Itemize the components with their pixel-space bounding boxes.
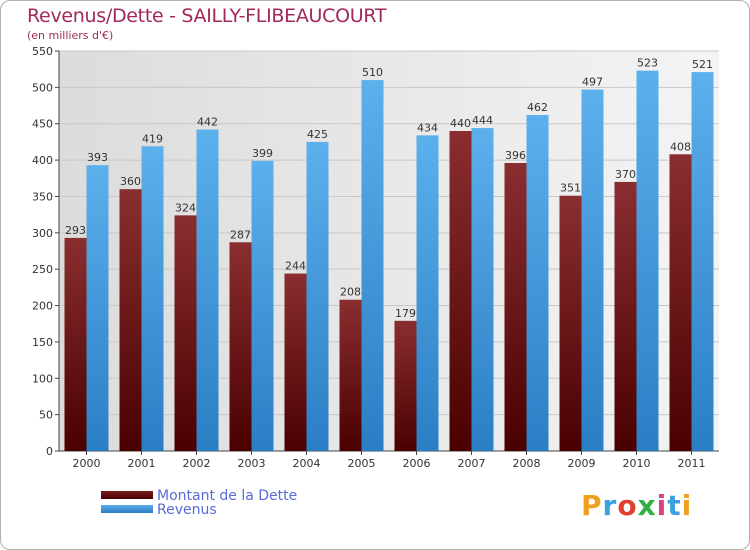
data-label-revenus: 510 [362, 66, 383, 79]
y-tick-label: 100 [32, 372, 53, 385]
data-label-revenus: 419 [142, 132, 163, 145]
data-label-dette: 244 [285, 260, 306, 273]
logo-letter: x [637, 489, 657, 522]
y-tick-label: 350 [32, 190, 53, 203]
bar-dette [614, 181, 637, 451]
bar-dette [394, 320, 417, 451]
data-label-revenus: 497 [582, 76, 603, 89]
data-label-dette: 293 [65, 224, 86, 237]
data-label-revenus: 399 [252, 147, 273, 160]
legend-label-revenus: Revenus [157, 502, 217, 518]
chart-title: Revenus/Dette - SAILLY-FLIBEAUCOURT [27, 5, 387, 27]
data-label-dette: 360 [120, 175, 141, 188]
bar-dette [119, 189, 142, 451]
bar-revenus [306, 141, 329, 451]
data-label-revenus: 521 [692, 58, 713, 71]
bar-revenus [691, 72, 714, 451]
bar-revenus [526, 115, 549, 451]
bar-revenus [196, 129, 219, 451]
x-tick-label: 2005 [348, 457, 376, 470]
bar-dette [174, 215, 197, 451]
x-tick-label: 2008 [513, 457, 541, 470]
data-label-dette: 396 [505, 149, 526, 162]
grid-lines [59, 50, 719, 452]
bars [64, 70, 714, 452]
bar-revenus [141, 146, 164, 452]
bar-revenus [251, 160, 274, 451]
logo-letter: r [602, 489, 618, 522]
x-tick-label: 2002 [183, 457, 211, 470]
bar-dette [669, 154, 692, 452]
bar-revenus [636, 70, 659, 452]
data-label-revenus: 444 [472, 114, 493, 127]
y-tick-label: 50 [39, 409, 53, 422]
legend-swatch-revenus [101, 505, 153, 513]
data-label-revenus: 393 [87, 151, 108, 164]
y-tick-label: 300 [32, 227, 53, 240]
y-tick-label: 450 [32, 118, 53, 131]
bar-revenus [361, 80, 384, 451]
bar-dette [559, 195, 582, 451]
data-label-revenus: 425 [307, 128, 328, 141]
chart-subtitle: (en milliers d'€) [27, 29, 114, 42]
logo-letter: i [681, 489, 693, 522]
bar-dette [449, 131, 472, 451]
logo-letter: o [617, 489, 638, 522]
bar-revenus [581, 89, 604, 451]
data-label-revenus: 462 [527, 101, 548, 114]
y-tick-label: 250 [32, 263, 53, 276]
x-tick-label: 2009 [568, 457, 596, 470]
logo-letter: i [656, 489, 668, 522]
y-tick-label: 0 [46, 445, 53, 458]
data-label-dette: 408 [670, 140, 691, 153]
bar-revenus [471, 128, 494, 451]
legend-label-dette: Montant de la Dette [157, 488, 298, 504]
data-label-dette: 287 [230, 228, 251, 241]
logo-letter: t [667, 489, 682, 522]
data-label-revenus: 434 [417, 121, 438, 134]
x-tick-label: 2010 [623, 457, 651, 470]
data-label-dette: 370 [615, 168, 636, 181]
data-label-dette: 440 [450, 117, 471, 130]
x-tick-label: 2004 [293, 457, 321, 470]
x-tick-label: 2000 [73, 457, 101, 470]
bar-dette [64, 237, 87, 451]
y-tick-label: 150 [32, 336, 53, 349]
x-tick-label: 2003 [238, 457, 266, 470]
bar-dette [229, 242, 252, 451]
data-label-dette: 324 [175, 201, 196, 214]
labels: 293 393 360 419 324 442 287 399 244 425 208 510 179 4… [65, 57, 713, 320]
data-label-dette: 351 [560, 182, 581, 195]
legend-swatch-dette [101, 491, 153, 499]
data-label-revenus: 442 [197, 116, 218, 129]
x-tick-label: 2001 [128, 457, 156, 470]
bar-revenus [416, 135, 439, 451]
data-label-revenus: 523 [637, 57, 658, 70]
logo-letter: P [581, 489, 603, 522]
bar-dette [504, 163, 527, 451]
bar-revenus [86, 165, 109, 451]
plot-area [59, 51, 719, 451]
y-tick-label: 200 [32, 300, 53, 313]
proxiti-logo: Proxiti [581, 489, 692, 522]
bar-dette [339, 299, 362, 451]
x-tick-label: 2007 [458, 457, 486, 470]
y-tick-label: 550 [32, 45, 53, 58]
x-tick-label: 2011 [678, 457, 706, 470]
y-tick-label: 500 [32, 81, 53, 94]
axes: 0 50 100 150 200 250 300 350 400 450 500 550 2000 200… [32, 45, 719, 470]
y-tick-label: 400 [32, 154, 53, 167]
x-tick-label: 2006 [403, 457, 431, 470]
bar-dette [284, 273, 307, 451]
data-label-dette: 179 [395, 307, 416, 320]
data-label-dette: 208 [340, 286, 361, 299]
